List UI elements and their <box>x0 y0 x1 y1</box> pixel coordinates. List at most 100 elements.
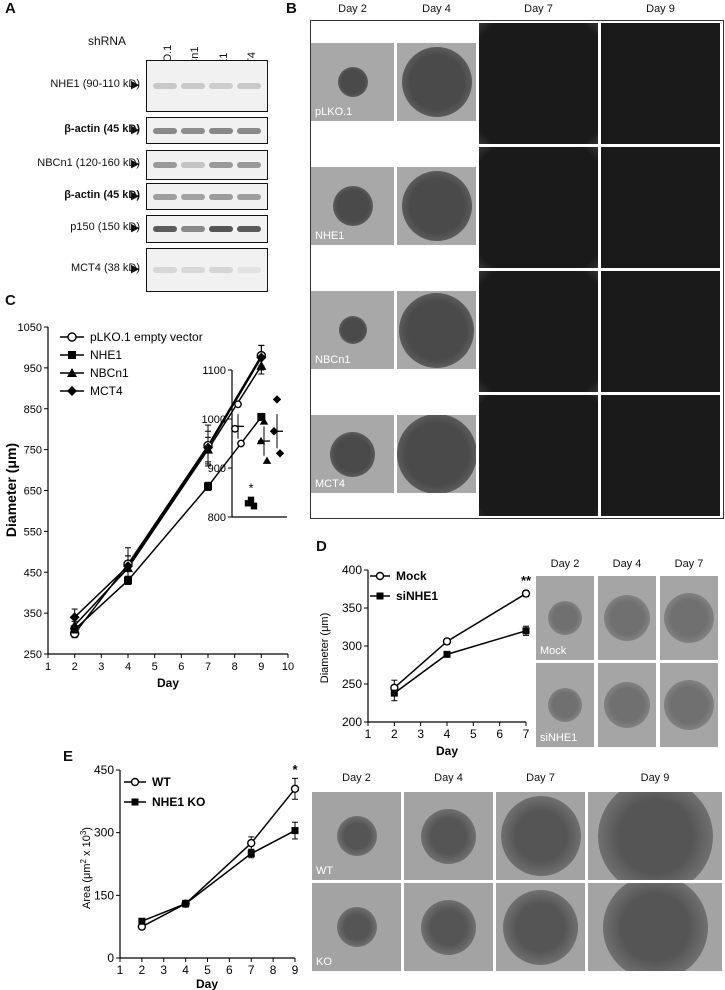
chart-d: 200 250 300 350 400 1 2 3 4 5 6 7 Diameter (μm) Day Mo… <box>319 563 532 758</box>
blot-row-text: p150 (150 kD) <box>70 221 140 233</box>
blot-band <box>209 127 233 134</box>
data-point-triangle <box>262 456 272 464</box>
micrograph-tile <box>479 271 598 392</box>
micrograph-tile <box>660 663 718 747</box>
micrograph-tile <box>588 883 722 971</box>
spheroid <box>604 682 650 728</box>
y-tick-label: 450 <box>24 567 42 579</box>
row-label: WT <box>316 865 334 877</box>
x-tick-label: 1 <box>365 727 372 741</box>
micrograph-tile <box>397 415 476 493</box>
blot-band <box>209 193 233 200</box>
micrograph-tile: pLKO.1 <box>311 43 394 121</box>
data-point-diamond <box>269 427 279 436</box>
x-tick-label: 4 <box>125 661 131 673</box>
micrograph-tile: MCT4 <box>311 415 394 493</box>
significance-marker: ** <box>521 573 532 588</box>
row-label: KO <box>316 956 332 968</box>
micrograph-tile: WT <box>312 792 401 880</box>
y-tick-label: 0 <box>107 951 114 965</box>
inset-y-tick-label: 1100 <box>202 365 226 377</box>
blot-band <box>153 162 177 168</box>
micrograph-tile: NBCn1 <box>311 291 394 369</box>
beta-symbol: β <box>64 122 71 135</box>
panel-b-letter: B <box>286 0 297 17</box>
data-point-open-circle <box>442 637 452 646</box>
spheroid <box>597 792 713 880</box>
data-point-open-circle <box>521 589 531 598</box>
blot-arrow-icon: ▶ <box>131 123 140 136</box>
blot-row-text: -actin (45 kD) <box>70 122 140 135</box>
x-axis-label: Day <box>196 977 218 990</box>
blot-band <box>181 127 205 134</box>
spheroid <box>336 907 377 947</box>
blot-band <box>209 162 233 168</box>
data-point-triangle <box>67 368 77 377</box>
legend-label: pLKO.1 empty vector <box>90 330 203 344</box>
micrograph-tile <box>588 792 722 880</box>
x-tick-label: 2 <box>139 963 146 977</box>
micrograph-tile <box>496 792 585 880</box>
x-tick-label: 9 <box>258 661 264 673</box>
row-label: Mock <box>540 645 567 657</box>
inset-y-tick-label: 900 <box>208 463 226 475</box>
micrograph-tile <box>397 167 476 245</box>
spheroid <box>479 395 598 516</box>
panel-e-letter: E <box>63 748 74 765</box>
row-label: siNHE1 <box>540 732 578 744</box>
blot-strip <box>146 117 268 144</box>
blot-band <box>181 162 205 168</box>
y-axis-label-part: Area (μm <box>81 863 93 908</box>
significance-marker: * <box>292 762 298 777</box>
data-point-square <box>204 482 212 491</box>
x-tick-label: 7 <box>523 727 530 741</box>
y-tick-label: 400 <box>342 563 362 577</box>
micrograph-tile <box>601 395 720 516</box>
data-point-square <box>131 798 139 806</box>
x-tick-label: 9 <box>292 963 299 977</box>
beta-symbol: β <box>64 188 71 201</box>
micrograph-tile <box>404 792 493 880</box>
blot-band <box>237 127 261 134</box>
x-tick-label: 1 <box>45 661 51 673</box>
x-tick-label: 2 <box>391 727 398 741</box>
data-point-open-circle <box>130 777 140 787</box>
blot-strip <box>146 183 268 210</box>
shrna-label: shRNA <box>88 34 127 48</box>
x-tick-label: 5 <box>204 963 211 977</box>
blot-arrow-icon: ▶ <box>131 79 140 91</box>
blot-row-label: β-actin (45 kD) <box>64 189 140 201</box>
column-header: Day 7 <box>524 3 553 15</box>
data-point-open-circle <box>375 571 385 581</box>
data-point-square <box>247 850 255 858</box>
data-point-diamond <box>203 442 213 453</box>
series-line <box>393 592 527 689</box>
x-tick-label: 8 <box>232 661 238 673</box>
y-tick-label: 300 <box>342 639 362 653</box>
column-header: Day 4 <box>434 772 463 784</box>
blot-band <box>153 267 177 273</box>
data-point-open-circle <box>231 424 239 433</box>
data-point-square <box>250 503 258 510</box>
spheroid <box>399 292 474 368</box>
blot-band <box>237 83 261 89</box>
spheroid <box>330 431 375 477</box>
blot-band <box>181 267 205 273</box>
spheroid <box>548 688 582 722</box>
data-point-open-circle <box>234 400 242 409</box>
x-tick-label: 4 <box>182 963 189 977</box>
y-axis-label-part: x 10 <box>81 835 93 859</box>
micrograph-tile <box>601 271 720 392</box>
data-point-square <box>138 917 146 925</box>
micrograph-tile <box>479 395 598 516</box>
x-tick-label: 4 <box>444 727 451 741</box>
y-tick-label: 150 <box>94 888 114 902</box>
y-tick-label: 750 <box>24 445 42 457</box>
data-point-square <box>244 500 252 507</box>
blot-strip <box>146 215 268 243</box>
data-point-square <box>390 689 398 697</box>
spheroid <box>479 23 598 144</box>
data-point-square <box>376 592 384 600</box>
y-axis-label-part: 3 <box>79 830 88 835</box>
